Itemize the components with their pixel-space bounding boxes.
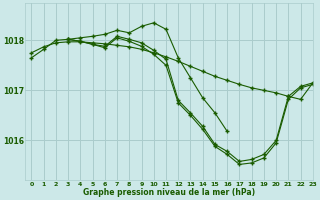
X-axis label: Graphe pression niveau de la mer (hPa): Graphe pression niveau de la mer (hPa) bbox=[83, 188, 255, 197]
